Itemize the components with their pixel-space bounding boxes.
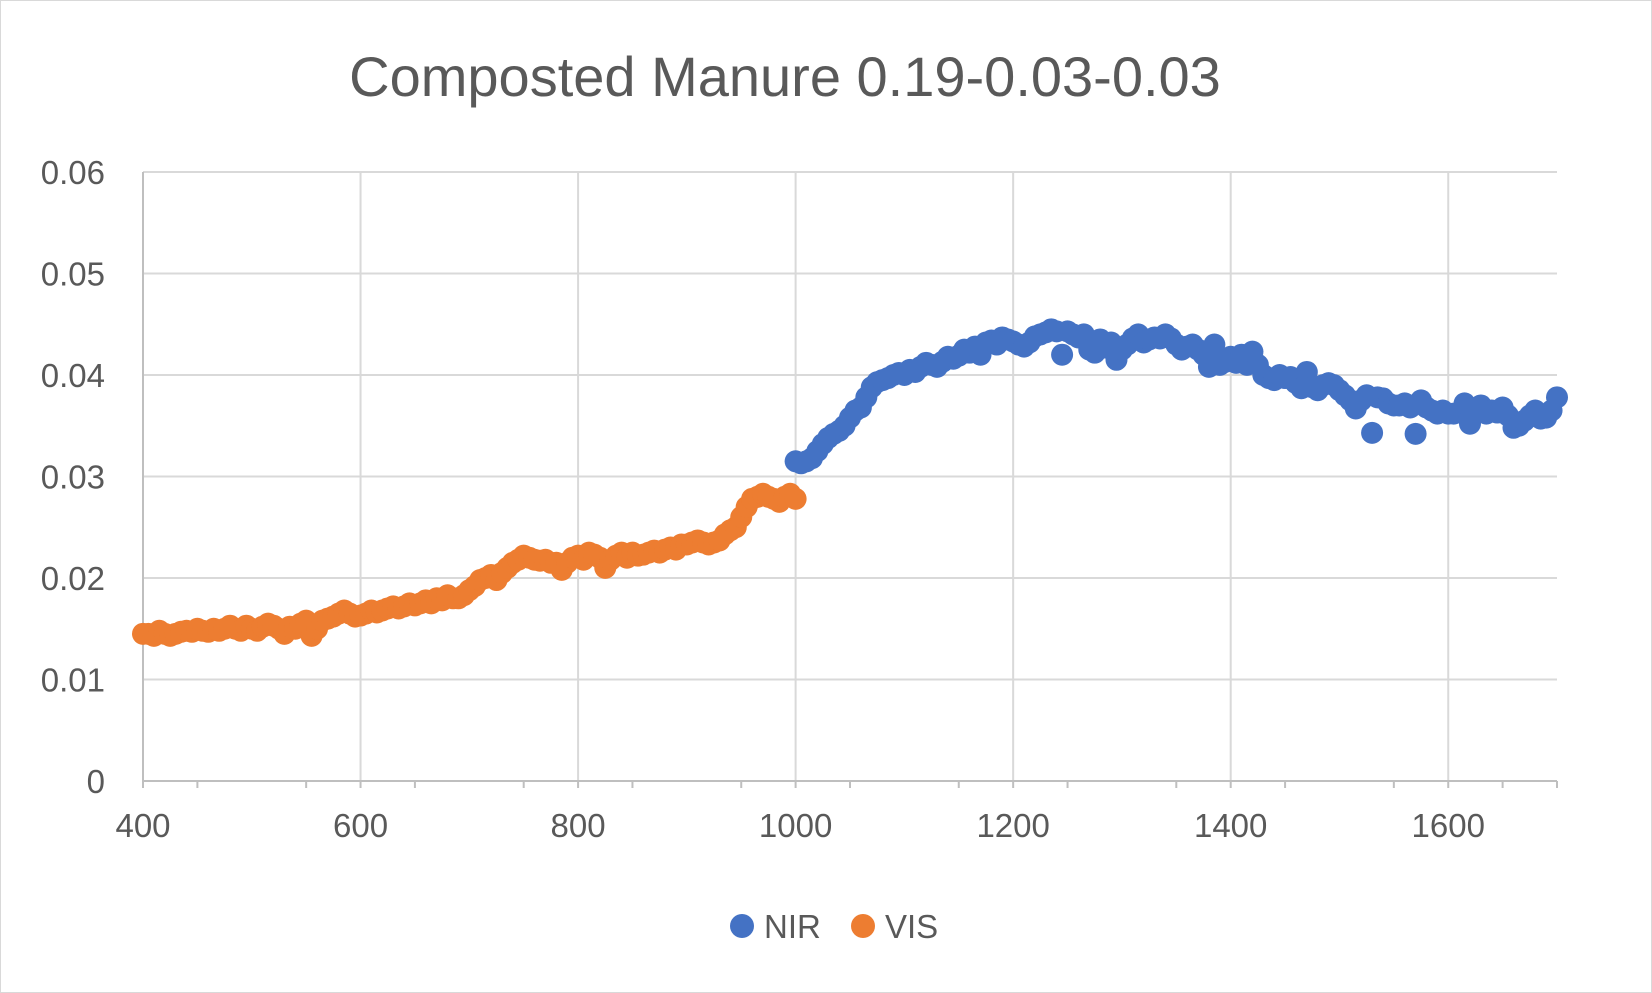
data-point <box>1546 386 1568 409</box>
x-tick-label: 1200 <box>976 807 1049 844</box>
y-tick-label: 0 <box>87 763 105 800</box>
series-vis <box>132 482 807 647</box>
legend-label-vis: VIS <box>885 908 938 945</box>
y-tick-labels: 0 0.01 0.02 0.03 0.04 0.05 0.06 <box>41 154 105 800</box>
data-point <box>1361 421 1384 444</box>
legend: NIR VIS <box>730 908 938 945</box>
y-tick-label: 0.04 <box>41 357 105 394</box>
x-tick-label: 800 <box>551 807 606 844</box>
y-tick-label: 0.01 <box>41 662 105 699</box>
gridlines <box>143 171 1557 781</box>
x-tick-label: 400 <box>115 807 170 844</box>
y-tick-label: 0.03 <box>41 459 105 496</box>
y-tick-label: 0.06 <box>41 154 105 191</box>
data-point <box>1404 422 1427 445</box>
data-point <box>784 487 807 510</box>
axes <box>142 172 1558 788</box>
data-point <box>1203 333 1226 356</box>
x-tick-labels: 400 600 800 1000 1200 1400 1600 <box>115 807 1484 844</box>
legend-label-nir: NIR <box>764 908 821 945</box>
x-tick-label: 1600 <box>1412 807 1485 844</box>
x-tick-label: 1000 <box>759 807 832 844</box>
plot-area <box>132 318 1568 647</box>
x-tick-label: 1400 <box>1194 807 1267 844</box>
y-tick-label: 0.05 <box>41 256 105 293</box>
y-tick-label: 0.02 <box>41 560 105 597</box>
legend-marker-nir <box>730 914 754 938</box>
data-point <box>1051 343 1074 366</box>
x-tick-label: 600 <box>333 807 388 844</box>
chart-title: Composted Manure 0.19-0.03-0.03 <box>349 45 1221 108</box>
series-nir <box>784 318 1568 475</box>
legend-marker-vis <box>851 914 875 938</box>
